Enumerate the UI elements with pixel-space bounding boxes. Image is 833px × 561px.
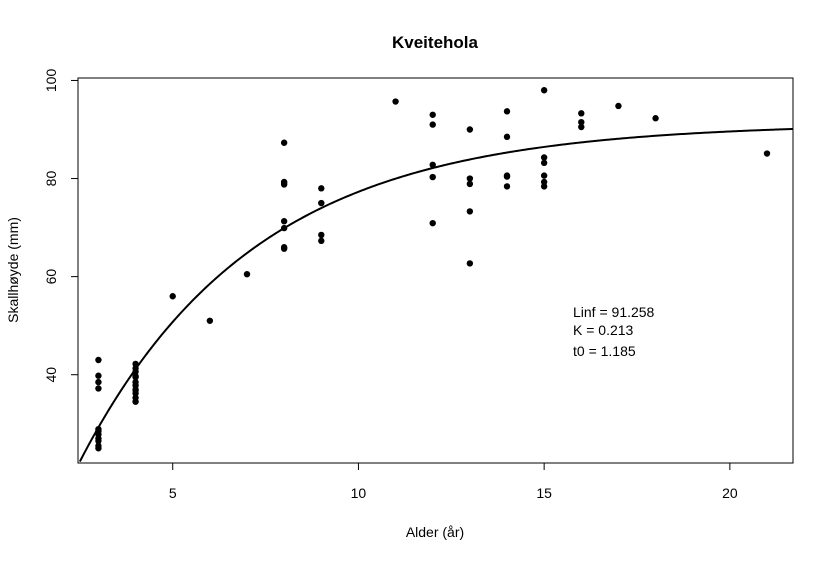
data-point xyxy=(280,139,288,146)
data-point xyxy=(318,237,325,245)
y-tick-label: 40 xyxy=(43,367,59,383)
data-point xyxy=(540,87,548,94)
data-point xyxy=(540,172,548,179)
data-point xyxy=(132,398,139,405)
data-point xyxy=(578,110,585,117)
data-point xyxy=(652,115,659,122)
plot-frame xyxy=(77,77,794,464)
data-point xyxy=(429,161,436,169)
data-point xyxy=(95,437,102,445)
fit-curve xyxy=(78,127,794,463)
data-point xyxy=(243,270,251,278)
x-tick-label: 20 xyxy=(722,485,738,501)
x-tick-label: 5 xyxy=(169,485,177,501)
data-point xyxy=(95,378,102,386)
fit-curve-layer xyxy=(78,127,794,463)
data-point xyxy=(280,224,288,232)
data-point xyxy=(280,180,288,187)
data-point xyxy=(318,231,325,239)
data-point xyxy=(280,245,288,252)
x-tick-label: 15 xyxy=(536,485,552,501)
data-point xyxy=(280,218,288,225)
data-point xyxy=(429,219,436,227)
y-axis-label: Skallhøyde (mm) xyxy=(5,217,21,323)
x-tick-label: 10 xyxy=(351,485,367,501)
data-point xyxy=(540,178,548,186)
data-point xyxy=(503,108,511,115)
data-point xyxy=(578,123,585,131)
annotation-linf: Linf = 91.258 xyxy=(573,304,655,320)
data-point xyxy=(132,368,139,375)
data-point xyxy=(132,387,139,394)
data-point xyxy=(169,293,176,300)
data-point xyxy=(95,356,102,364)
data-point xyxy=(540,183,548,190)
data-point xyxy=(132,360,139,368)
y-tick-label: 100 xyxy=(43,69,59,93)
data-point xyxy=(503,173,511,180)
y-tick-label: 80 xyxy=(43,171,59,187)
data-point xyxy=(466,208,474,215)
data-point xyxy=(503,183,511,190)
data-point xyxy=(429,173,436,181)
x-axis: 5 10 15 20 xyxy=(169,463,738,501)
data-point xyxy=(503,133,511,141)
y-tick-label: 60 xyxy=(43,269,59,285)
data-point xyxy=(95,445,102,452)
data-point xyxy=(578,118,585,126)
data-point xyxy=(540,154,548,161)
data-point xyxy=(318,185,325,192)
data-points-layer xyxy=(95,87,771,452)
data-point xyxy=(206,317,214,324)
x-axis-label: Alder (år) xyxy=(406,524,464,540)
data-point xyxy=(466,260,474,267)
data-point xyxy=(132,372,139,380)
data-point xyxy=(540,159,548,167)
chart-title: Kveitehola xyxy=(392,33,479,52)
data-point xyxy=(466,180,474,188)
annotation-k: K = 0.213 xyxy=(573,322,634,338)
data-point xyxy=(763,150,771,157)
data-point xyxy=(318,199,325,207)
data-point xyxy=(466,126,474,133)
data-point xyxy=(466,175,474,182)
y-axis: 40 60 80 100 xyxy=(43,69,78,383)
data-point xyxy=(392,98,399,105)
data-point xyxy=(429,121,436,128)
data-point xyxy=(95,372,102,379)
data-point xyxy=(429,111,436,118)
data-point xyxy=(615,102,622,110)
annotation-t0: t0 = 1.185 xyxy=(573,343,636,359)
data-point xyxy=(95,425,102,433)
data-point xyxy=(95,385,102,392)
